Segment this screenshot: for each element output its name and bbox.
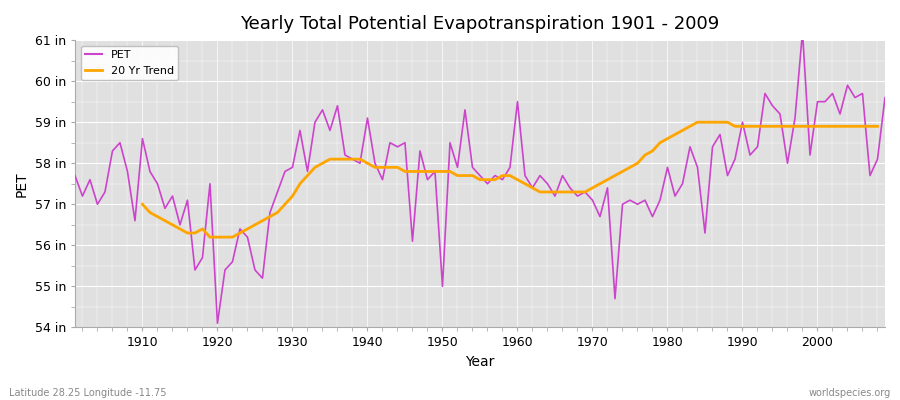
Legend: PET, 20 Yr Trend: PET, 20 Yr Trend: [80, 46, 178, 80]
Text: worldspecies.org: worldspecies.org: [809, 388, 891, 398]
Y-axis label: PET: PET: [15, 171, 29, 196]
Text: Latitude 28.25 Longitude -11.75: Latitude 28.25 Longitude -11.75: [9, 388, 166, 398]
Title: Yearly Total Potential Evapotranspiration 1901 - 2009: Yearly Total Potential Evapotranspiratio…: [240, 15, 720, 33]
X-axis label: Year: Year: [465, 355, 495, 369]
